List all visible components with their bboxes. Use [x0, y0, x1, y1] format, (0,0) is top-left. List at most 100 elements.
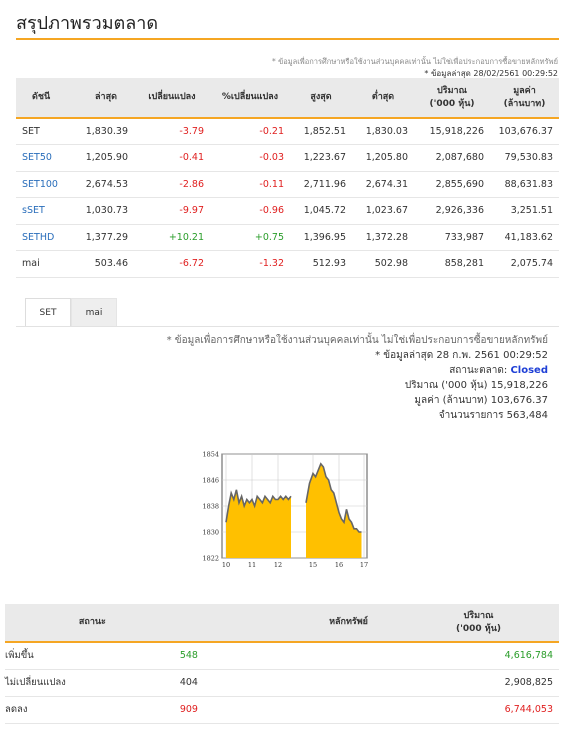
info-disclaimer: * ข้อมูลเพื่อการศึกษาหรือใช้งานส่วนบุคคล…: [166, 335, 548, 346]
summary-col-header: ปริมาณ ('000 หุ้น): [397, 604, 559, 643]
index-cell: 1,372.28: [352, 224, 414, 251]
summary-status: เพิ่มขึ้น: [5, 642, 180, 670]
summary-cell: 2,908,825: [397, 669, 559, 697]
index-cell: +10.21: [134, 224, 210, 251]
status-value: Closed: [510, 365, 548, 376]
trades-label: จำนวนรายการ: [438, 410, 504, 421]
index-cell: 2,711.96: [290, 171, 352, 198]
index-col-header: มูลค่า (ล้านบาท): [490, 78, 559, 119]
index-cell: 3,251.51: [490, 197, 559, 225]
index-cell: -2.86: [134, 171, 210, 198]
index-col-header: เปลี่ยนแปลง: [134, 78, 210, 119]
page-title: สรุปภาพรวมตลาด: [16, 13, 159, 34]
index-cell: 103,676.37: [490, 118, 559, 145]
summary-row: ลดลง 909 6,744,053: [5, 696, 559, 724]
volume-value: 15,918,226: [490, 380, 548, 391]
tab-mai[interactable]: mai: [71, 298, 117, 326]
volume-label: ปริมาณ ('000 หุ้น): [404, 380, 488, 391]
index-name[interactable]: sSET: [16, 197, 78, 225]
x-tick-label: 16: [335, 561, 343, 569]
summary-cell: 4,616,784: [397, 642, 559, 670]
index-col-header: %เปลี่ยนแปลง: [210, 78, 290, 119]
index-cell: 79,530.83: [490, 144, 559, 172]
index-cell: 1,030.73: [78, 197, 134, 225]
index-cell: 41,183.62: [490, 224, 559, 251]
index-cell: 1,023.67: [352, 197, 414, 225]
market-status: สถานะตลาด: Closed: [167, 363, 548, 378]
index-cell: -0.96: [210, 197, 290, 225]
summary-status: ไม่เปลี่ยนแปลง: [5, 669, 180, 697]
index-table-header: ดัชนี ล่าสุด เปลี่ยนแปลง %เปลี่ยนแปลง สูงสุด…: [16, 78, 559, 119]
y-tick-label: 1838: [202, 503, 219, 511]
index-cell: 2,674.31: [352, 171, 414, 198]
index-name: SET: [16, 118, 78, 145]
index-cell: 503.46: [78, 250, 134, 278]
y-tick-label: 1830: [202, 529, 219, 537]
index-cell: 88,631.83: [490, 171, 559, 198]
index-cell: 1,205.80: [352, 144, 414, 172]
index-row: sSET 1,030.73 -9.97 -0.96 1,045.72 1,023.67 2,…: [16, 197, 559, 225]
index-col-header: ล่าสุด: [78, 78, 134, 119]
index-cell: 1,396.95: [290, 224, 352, 251]
index-col-header: สูงสุด: [290, 78, 352, 119]
summary-cell: 909: [179, 696, 398, 724]
index-col-header: ดัชนี: [16, 78, 78, 119]
index-cell: -0.03: [210, 144, 290, 172]
index-cell: 1,205.90: [78, 144, 134, 172]
index-col-header: ต่ำสุด: [352, 78, 414, 119]
index-row: SETHD 1,377.29 +10.21 +0.75 1,396.95 1,372.28…: [16, 224, 559, 251]
chart-price-line: [225, 489, 292, 523]
index-cell: 1,377.29: [78, 224, 134, 251]
index-cell: 15,918,226: [414, 118, 490, 145]
summary-table: สถานะ หลักทรัพย์ ปริมาณ ('000 หุ้น) เพิ่มข…: [5, 604, 559, 724]
index-name[interactable]: SETHD: [16, 224, 78, 251]
value-info: มูลค่า (ล้านบาท) 103,676.37: [167, 393, 548, 408]
title-divider: [16, 38, 559, 40]
volume-info: ปริมาณ ('000 หุ้น) 15,918,226: [167, 378, 548, 393]
value-label: มูลค่า (ล้านบาท): [414, 395, 488, 406]
index-row: SET 1,830.39 -3.79 -0.21 1,852.51 1,830.03 15,…: [16, 118, 559, 145]
index-row: SET50 1,205.90 -0.41 -0.03 1,223.67 1,205.80 2…: [16, 144, 559, 172]
index-cell: 733,987: [414, 224, 490, 251]
disclaimer-note: * ข้อมูลเพื่อการศึกษาหรือใช้งานส่วนบุคคล…: [271, 57, 558, 66]
index-cell: 2,075.74: [490, 250, 559, 278]
index-cell: -1.32: [210, 250, 290, 278]
summary-status: ลดลง: [5, 696, 180, 724]
x-tick-label: 10: [222, 561, 230, 569]
y-tick-label: 1854: [202, 451, 219, 459]
index-name: mai: [16, 250, 78, 278]
index-cell: -0.41: [134, 144, 210, 172]
trades-value: 563,484: [506, 410, 548, 421]
index-cell: 2,087,680: [414, 144, 490, 172]
index-cell: 1,045.72: [290, 197, 352, 225]
tab-set[interactable]: SET: [25, 298, 71, 326]
index-name[interactable]: SET100: [16, 171, 78, 198]
index-cell: 2,855,690: [414, 171, 490, 198]
index-table: ดัชนี ล่าสุด เปลี่ยนแปลง %เปลี่ยนแปลง สูงสุด…: [16, 78, 559, 278]
info-updated: * ข้อมูลล่าสุด 28 ก.พ. 2561 00:29:52: [375, 350, 548, 361]
index-cell: 2,926,336: [414, 197, 490, 225]
chart-area-fill: [306, 463, 362, 558]
index-cell: 502.98: [352, 250, 414, 278]
chart-area-fill: [226, 489, 291, 558]
index-cell: -0.21: [210, 118, 290, 145]
index-cell: +0.75: [210, 224, 290, 251]
summary-cell: 6,744,053: [397, 696, 559, 724]
x-tick-label: 12: [274, 561, 282, 569]
market-tabs: SET mai: [25, 298, 117, 326]
trades-info: จำนวนรายการ 563,484: [167, 408, 548, 423]
chart-price-line: [305, 462, 362, 533]
index-cell: 1,223.67: [290, 144, 352, 172]
index-cell: 1,852.51: [290, 118, 352, 145]
last-updated: * ข้อมูลล่าสุด 28/02/2561 00:29:52: [424, 69, 558, 78]
index-row: SET100 2,674.53 -2.86 -0.11 2,711.96 2,674.31…: [16, 171, 559, 198]
index-name[interactable]: SET50: [16, 144, 78, 172]
status-label: สถานะตลาด:: [449, 365, 508, 376]
summary-row: ไม่เปลี่ยนแปลง 404 2,908,825: [5, 669, 559, 697]
index-cell: -9.97: [134, 197, 210, 225]
index-cell: 512.93: [290, 250, 352, 278]
summary-cell: 404: [179, 669, 398, 697]
index-cell: 1,830.39: [78, 118, 134, 145]
summary-row: เพิ่มขึ้น 548 4,616,784: [5, 642, 559, 670]
